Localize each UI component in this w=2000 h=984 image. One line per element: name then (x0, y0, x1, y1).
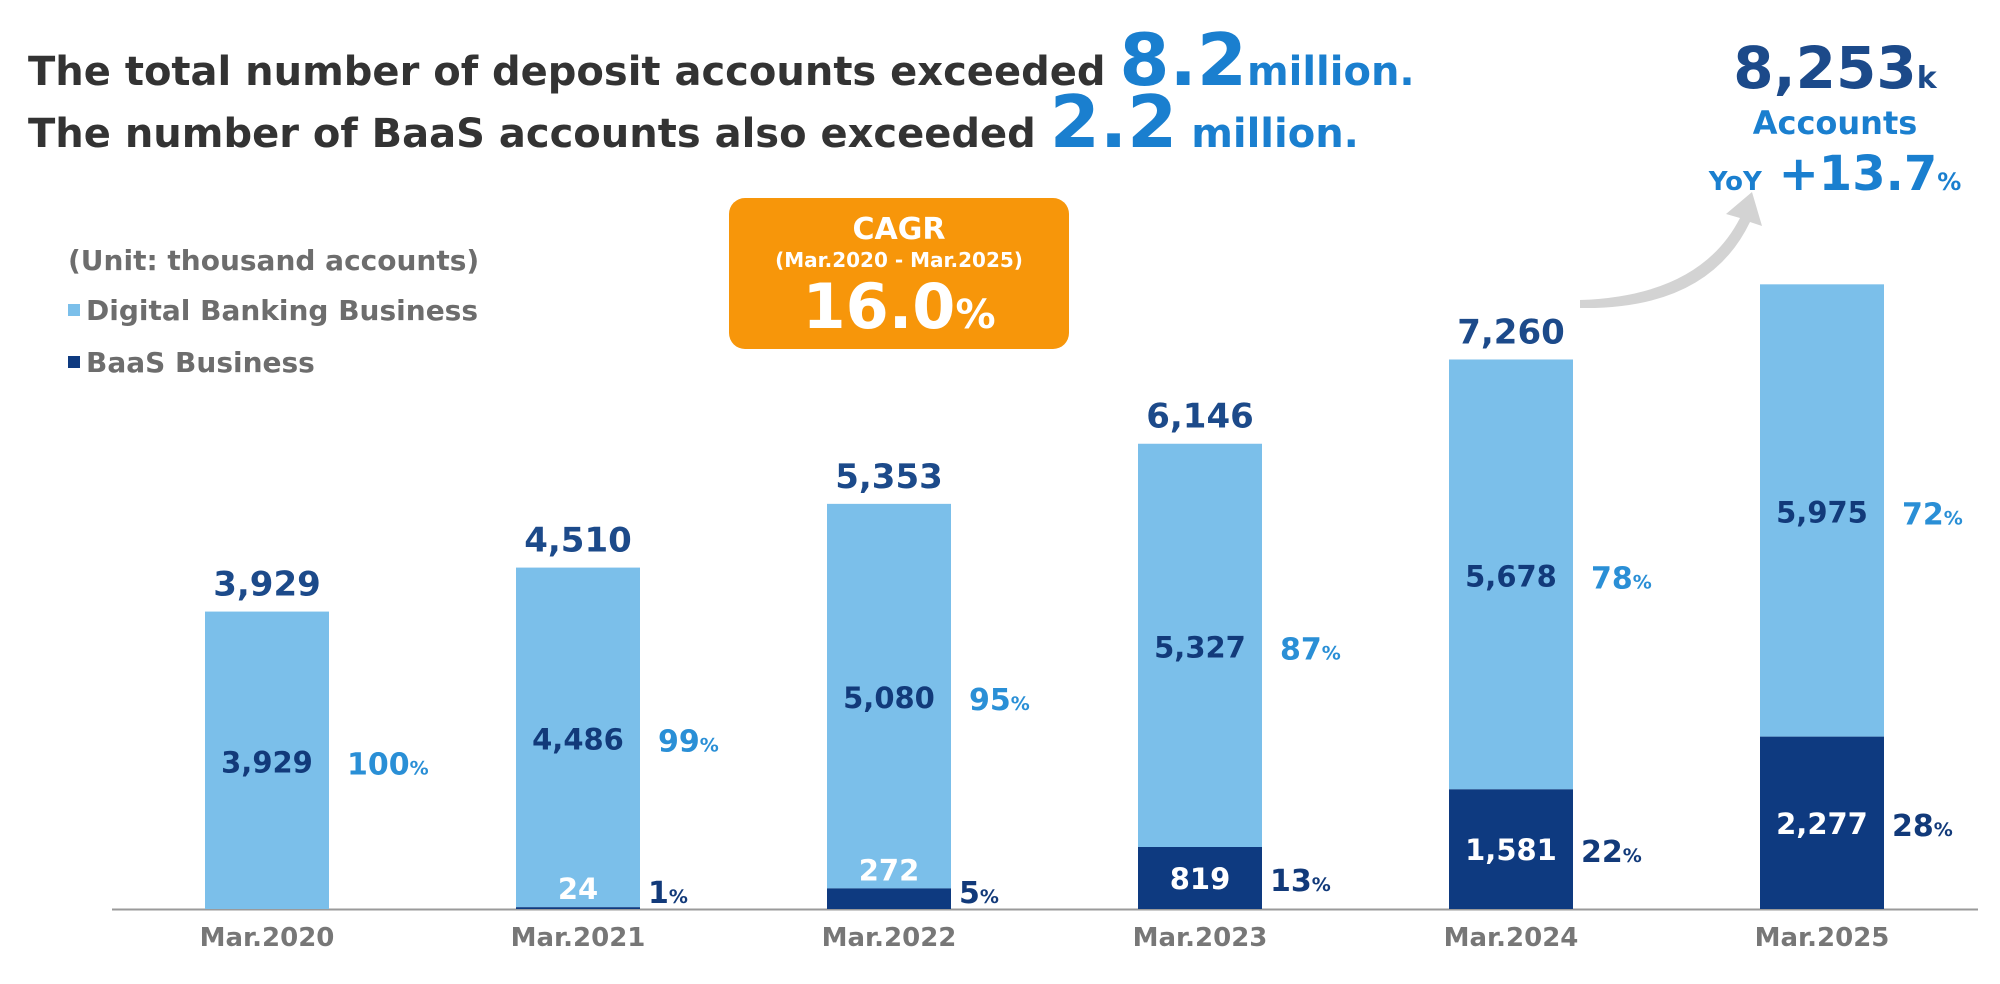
cagr-title: CAGR (852, 212, 946, 247)
headline-2-value: 2.2 (1049, 80, 1178, 164)
digital-value-label: 5,975 (1776, 495, 1868, 529)
headline-1-prefix: The total number of deposit accounts exc… (28, 49, 1120, 95)
baas-share-label: 22% (1581, 835, 1642, 870)
total-label: 5,353 (835, 457, 943, 497)
headline-1-value: 8.2 (1119, 18, 1247, 102)
bar-digital (1138, 443, 1262, 848)
baas-value-label: 24 (558, 872, 598, 906)
digital-value-label: 5,678 (1465, 559, 1557, 593)
digital-value-label: 4,486 (532, 722, 624, 756)
callout-total-unit: k (1916, 61, 1937, 96)
total-label: 3,929 (213, 565, 321, 605)
baas-share-label: 1% (648, 876, 688, 911)
x-tick-label: Mar.2024 (1444, 923, 1579, 953)
bar-baas (1138, 847, 1262, 909)
total-label: 7,260 (1457, 312, 1565, 352)
legend-label-digital: Digital Banking Business (86, 294, 479, 327)
baas-value-label: 819 (1170, 862, 1231, 896)
headline-line-1: The total number of deposit accounts exc… (28, 18, 1415, 102)
legend-label-baas: BaaS Business (86, 346, 315, 379)
baas-share-label: 28% (1892, 809, 1953, 844)
headline-2-suffix: million. (1177, 111, 1359, 157)
growth-arrow-icon (1580, 192, 1762, 309)
legend-item-digital: Digital Banking Business (68, 294, 478, 327)
unit-note: (Unit: thousand accounts) (68, 244, 480, 277)
callout-yoy-label: YoY (1708, 167, 1762, 197)
digital-share-label: 72% (1902, 497, 1963, 532)
digital-share-label: 78% (1591, 561, 1652, 596)
digital-value-label: 5,327 (1154, 630, 1246, 664)
bar-baas (516, 907, 640, 909)
x-tick-label: Mar.2021 (511, 923, 646, 953)
digital-share-label: 99% (658, 724, 719, 759)
x-tick-label: Mar.2023 (1133, 923, 1268, 953)
headline-line-2: The number of BaaS accounts also exceede… (28, 80, 1359, 164)
legend-swatch-digital (68, 304, 80, 316)
x-tick-label: Mar.2022 (822, 923, 957, 953)
callout-yoy-pct: % (1937, 168, 1962, 196)
bar-digital (205, 611, 329, 909)
digital-share-label: 100% (347, 747, 429, 782)
headline-1-suffix: million. (1246, 49, 1415, 95)
cagr-number: 16.0 (802, 270, 956, 343)
digital-share-label: 87% (1280, 632, 1341, 667)
cagr-badge: CAGR (Mar.2020 - Mar.2025) 16.0% (729, 198, 1069, 349)
callout-yoy-value: +13.7 (1778, 146, 1938, 202)
bar-digital (1449, 359, 1573, 790)
bar-digital (516, 567, 640, 908)
digital-share-label: 95% (969, 683, 1030, 718)
headline-2-prefix: The number of BaaS accounts also exceede… (28, 111, 1050, 157)
x-tick-label: Mar.2020 (200, 923, 335, 953)
callout-total: 8,253k (1700, 34, 1970, 102)
callout-yoy: YoY +13.7% (1700, 146, 1970, 202)
digital-value-label: 3,929 (221, 745, 313, 779)
legend-swatch-baas (68, 356, 80, 368)
x-tick-label: Mar.2025 (1755, 923, 1890, 953)
cagr-period: (Mar.2020 - Mar.2025) (775, 248, 1023, 272)
bar-digital (827, 503, 951, 889)
baas-value-label: 272 (859, 853, 920, 887)
total-label: 4,510 (524, 521, 632, 561)
cagr-pct-sign: % (955, 292, 996, 338)
digital-value-label: 5,080 (843, 681, 935, 715)
bar-baas (827, 888, 951, 909)
legend-item-baas: BaaS Business (68, 346, 315, 379)
total-label: 6,146 (1146, 397, 1254, 437)
baas-value-label: 1,581 (1465, 833, 1557, 867)
bar-baas (1449, 789, 1573, 909)
cagr-value: 16.0% (729, 270, 1069, 343)
baas-share-label: 13% (1270, 864, 1331, 899)
callout-total-value: 8,253 (1733, 34, 1917, 102)
baas-value-label: 2,277 (1776, 807, 1868, 841)
baas-share-label: 5% (959, 876, 999, 911)
callout-accounts-label: Accounts (1752, 104, 1918, 142)
bar-digital (1760, 284, 1884, 737)
bar-baas (1760, 736, 1884, 909)
